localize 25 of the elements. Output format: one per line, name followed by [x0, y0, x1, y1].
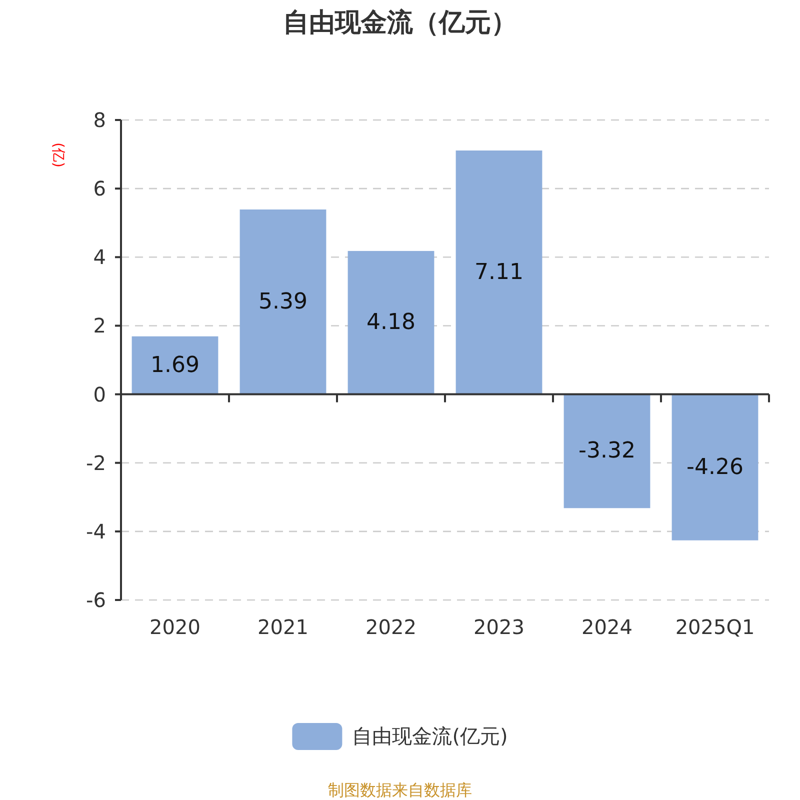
y-tick-label: -6 [86, 588, 106, 612]
y-tick-label: 4 [93, 245, 106, 270]
legend: 自由现金流(亿元) [292, 723, 508, 750]
y-tick-label: 0 [93, 382, 106, 406]
y-tick-label: 2 [93, 314, 106, 338]
data-label: 7.11 [474, 260, 524, 285]
legend-label: 自由现金流(亿元) [352, 724, 508, 748]
x-tick-label: 2021 [258, 615, 308, 639]
text: 制图数据来自数据库 [328, 780, 472, 800]
x-tick-label: 2024 [582, 615, 632, 639]
y-tick-label: -2 [86, 450, 106, 475]
y-tick-label: -4 [86, 519, 106, 544]
y-axis-title: (亿) [50, 142, 66, 168]
data-label: 5.39 [258, 289, 308, 314]
data-label: -4.26 [686, 454, 744, 480]
data-label: -3.32 [578, 438, 636, 464]
x-tick-label: 2025Q1 [675, 615, 755, 639]
y-tick-label: 8 [93, 108, 106, 132]
x-tick-label: 2023 [474, 615, 524, 639]
chart-title: 自由现金流（亿元） [283, 8, 517, 38]
y-tick-label: 6 [93, 176, 106, 201]
x-tick-label: 2020 [150, 615, 200, 639]
data-label: 4.18 [366, 310, 416, 336]
data-label: 1.69 [150, 352, 200, 378]
x-tick-label: 2022 [366, 615, 416, 639]
